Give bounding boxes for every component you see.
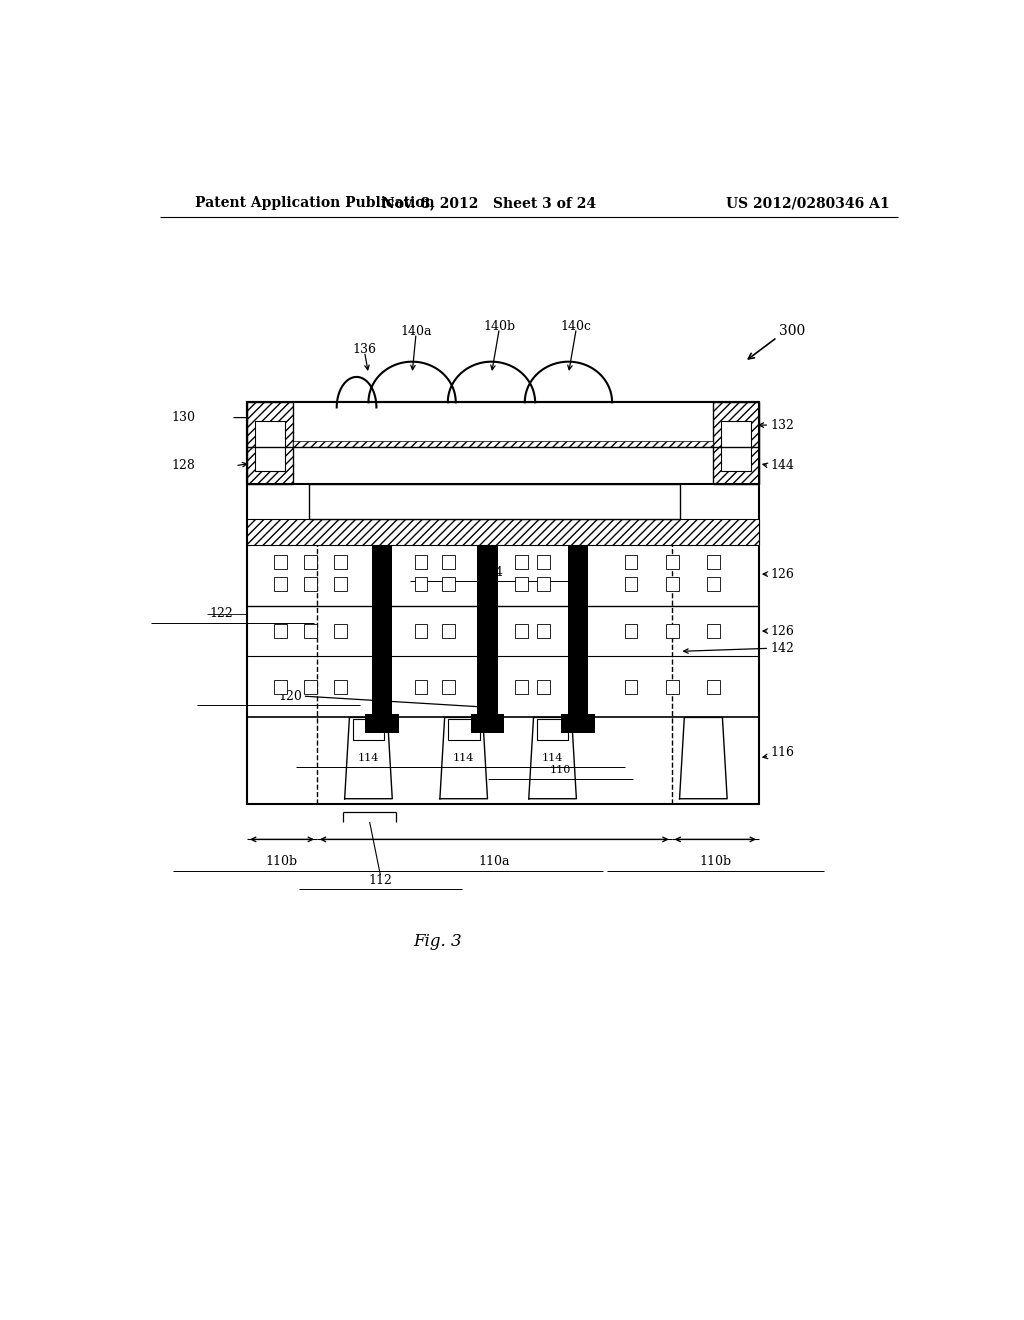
Bar <box>304 554 316 569</box>
Bar <box>352 719 384 739</box>
Bar <box>415 680 427 694</box>
Text: 114: 114 <box>453 754 474 763</box>
Bar <box>477 545 498 718</box>
Text: 136: 136 <box>352 343 377 356</box>
Text: 112: 112 <box>369 874 392 887</box>
Text: Nov. 8, 2012   Sheet 3 of 24: Nov. 8, 2012 Sheet 3 of 24 <box>382 197 596 210</box>
Text: 144: 144 <box>771 459 795 473</box>
Text: Fig. 3: Fig. 3 <box>414 932 462 949</box>
Bar <box>304 680 316 694</box>
Bar <box>334 577 347 591</box>
Bar <box>515 680 528 694</box>
Text: 122: 122 <box>209 607 232 620</box>
Bar <box>293 403 713 483</box>
Text: 114: 114 <box>542 754 563 763</box>
Text: 110b: 110b <box>266 855 298 869</box>
Bar <box>561 714 595 733</box>
Bar <box>666 554 679 569</box>
Bar <box>442 554 455 569</box>
Text: 135: 135 <box>483 494 505 503</box>
Bar <box>567 545 588 718</box>
Bar <box>538 624 550 638</box>
Text: 110a: 110a <box>478 855 510 869</box>
Bar <box>442 577 455 591</box>
Bar <box>255 421 285 471</box>
Bar <box>247 403 759 483</box>
Bar <box>625 680 638 694</box>
Bar <box>366 714 398 733</box>
Bar <box>666 624 679 638</box>
Text: 140c: 140c <box>561 319 592 333</box>
Text: 130: 130 <box>171 411 196 424</box>
Bar <box>538 680 550 694</box>
Bar <box>721 421 751 471</box>
Bar <box>334 554 347 569</box>
Text: 116: 116 <box>771 747 795 759</box>
Bar <box>625 624 638 638</box>
Text: 124: 124 <box>479 565 504 578</box>
Text: 110b: 110b <box>699 855 731 869</box>
Bar <box>442 624 455 638</box>
Bar <box>515 624 528 638</box>
Bar <box>708 577 720 591</box>
Bar <box>415 624 427 638</box>
Bar <box>442 680 455 694</box>
Bar <box>625 554 638 569</box>
Bar <box>708 554 720 569</box>
Bar <box>666 577 679 591</box>
Bar <box>247 519 759 545</box>
Bar <box>334 680 347 694</box>
Bar <box>515 554 528 569</box>
Text: 120: 120 <box>279 689 303 702</box>
Bar <box>708 624 720 638</box>
Text: 140a: 140a <box>400 325 432 338</box>
Bar <box>537 719 568 739</box>
Text: 126: 126 <box>771 568 795 581</box>
Bar <box>372 545 392 718</box>
Text: 132: 132 <box>771 418 795 432</box>
Text: 142: 142 <box>771 642 795 655</box>
Text: US 2012/0280346 A1: US 2012/0280346 A1 <box>726 197 890 210</box>
Bar <box>247 403 293 483</box>
Bar <box>666 680 679 694</box>
Bar <box>447 719 479 739</box>
Text: 128: 128 <box>172 459 196 473</box>
Bar <box>515 577 528 591</box>
Text: 126: 126 <box>771 624 795 638</box>
Text: 110: 110 <box>550 766 571 775</box>
Bar <box>293 441 713 447</box>
Text: 114: 114 <box>357 754 379 763</box>
Bar <box>415 577 427 591</box>
Bar <box>334 624 347 638</box>
Bar <box>274 624 287 638</box>
Bar <box>304 577 316 591</box>
Bar <box>713 403 759 483</box>
Bar <box>415 554 427 569</box>
Bar <box>274 577 287 591</box>
Bar <box>274 554 287 569</box>
Text: Patent Application Publication: Patent Application Publication <box>196 197 435 210</box>
Bar <box>471 714 504 733</box>
Bar <box>538 577 550 591</box>
Text: 300: 300 <box>778 325 805 338</box>
Bar <box>625 577 638 591</box>
Bar <box>708 680 720 694</box>
Bar <box>538 554 550 569</box>
Bar <box>247 403 759 804</box>
Bar <box>304 624 316 638</box>
Bar <box>274 680 287 694</box>
Bar <box>309 483 680 519</box>
Text: 140b: 140b <box>483 319 515 333</box>
